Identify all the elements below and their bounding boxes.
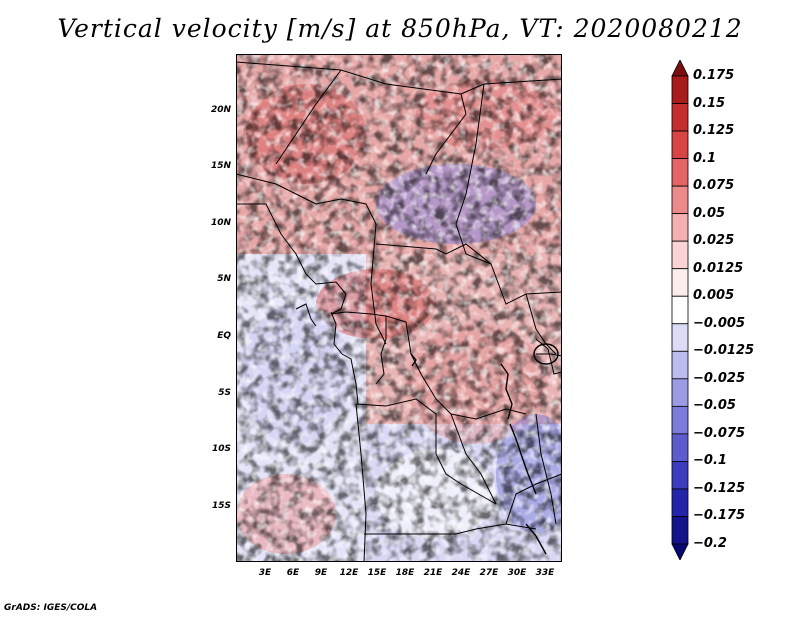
colorbar-tick-label: −0.1 (693, 453, 727, 469)
y-tick-label: 5N (217, 274, 231, 284)
colorbar-bin (671, 323, 689, 352)
x-tick-label: 18E (395, 568, 415, 578)
colorbar-bin (671, 213, 689, 242)
colorbar-tick-label: −0.005 (693, 315, 746, 331)
colorbar-bin (671, 130, 689, 159)
x-tick-label: 21E (423, 568, 443, 578)
colorbar-tick-label: 0.025 (693, 233, 735, 249)
colorbar-bin (671, 75, 689, 104)
colorbar-tick-label: 0.005 (693, 288, 735, 304)
colorbar-bin (671, 268, 689, 297)
y-tick-label: 20N (210, 105, 231, 115)
colorbar-bin (671, 405, 689, 435)
x-tick-label: 9E (314, 568, 328, 578)
colorbar-tick-label: −0.075 (693, 425, 746, 441)
x-tick-label: 6E (286, 568, 300, 578)
country-borders (236, 61, 562, 562)
colorbar-tick-label: 0.05 (693, 205, 726, 221)
colorbar-bin (671, 240, 689, 270)
colorbar-bin (671, 461, 689, 490)
colorbar-tick-label: −0.05 (693, 398, 736, 414)
colorbar-tick-label: −0.125 (693, 480, 746, 496)
x-tick-label: 24E (451, 568, 471, 578)
colorbar-bin (671, 378, 689, 407)
colorbar-tick-label: 0.125 (693, 123, 735, 139)
colorbar-tick-label: 0.075 (693, 178, 735, 194)
footer-credit: GrADS: IGES/COLA (4, 603, 98, 613)
colorbar-tick-label: 0.175 (693, 68, 735, 83)
colorbar-bin (671, 433, 689, 462)
colorbar-bin (671, 516, 689, 545)
colorbar-bin (671, 488, 689, 517)
colorbar-bin (671, 185, 689, 215)
colorbar-tick-label: 0.1 (693, 150, 717, 166)
colorbar-tick-label: −0.0125 (693, 343, 755, 359)
colorbar-tick-label: −0.175 (693, 508, 746, 524)
y-tick-label: 15S (211, 501, 231, 511)
y-tick-label: 5S (218, 388, 231, 398)
x-tick-label: 15E (367, 568, 387, 578)
chart-title: Vertical velocity [m/s] at 850hPa, VT: 2… (57, 14, 743, 43)
colorbar-tick-label: 0.0125 (693, 260, 744, 276)
lakes (410, 343, 559, 555)
y-tick-label: 15N (210, 161, 231, 171)
colorbar-bin (671, 158, 689, 187)
x-tick-label: 3E (258, 568, 272, 578)
x-tick-label: 33E (535, 568, 555, 578)
colorbar (671, 60, 689, 560)
colorbar-top-arrow (671, 60, 689, 77)
y-tick-label: EQ (217, 331, 231, 341)
vertical-velocity-map (236, 54, 562, 562)
colorbar-tick-label: 0.15 (693, 95, 726, 111)
y-tick-label: 10S (211, 444, 231, 454)
x-tick-label: 27E (479, 568, 499, 578)
x-tick-label: 12E (339, 568, 359, 578)
map-frame (236, 54, 562, 562)
colorbar-bin (671, 103, 689, 132)
colorbar-bin (671, 295, 689, 325)
y-tick-label: 10N (210, 218, 231, 228)
colorbar-tick-label: −0.025 (693, 370, 746, 386)
colorbar-tick-label: −0.2 (693, 536, 727, 551)
x-tick-label: 30E (507, 568, 527, 578)
colorbar-bin (671, 350, 689, 380)
colorbar-bottom-arrow (671, 543, 689, 560)
